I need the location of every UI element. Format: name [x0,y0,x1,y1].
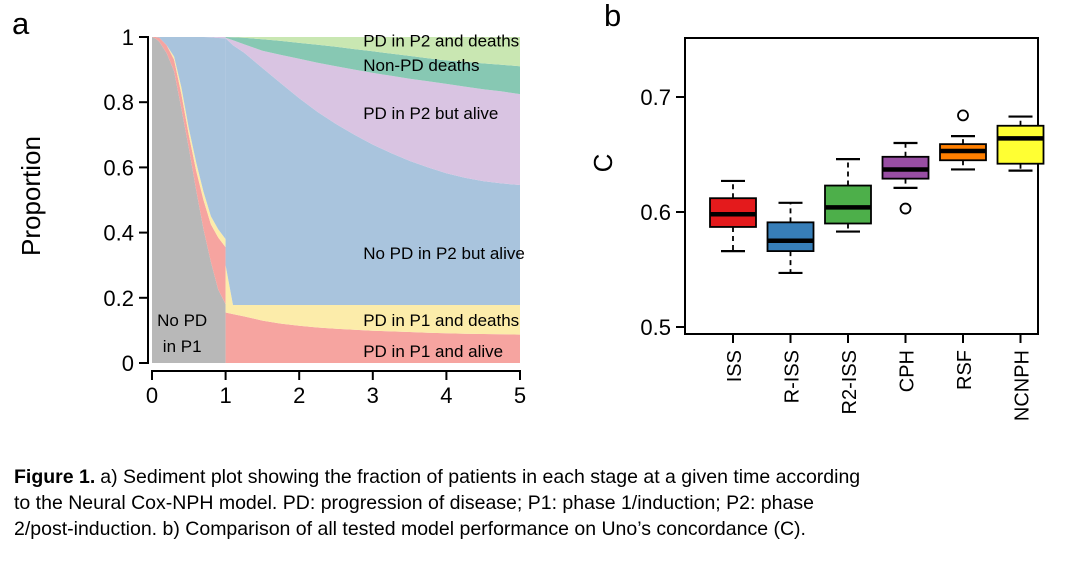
area-no-pd-p1 [152,37,226,363]
stage-label: PD in P1 and deaths [363,311,519,330]
panel-a-y-tick-label: 0.8 [103,90,134,115]
area-pd-p2-alive [225,37,520,186]
panel-b-x-tick-label: CPH [897,350,919,392]
panel-a-label: a [12,6,30,41]
panel-a-x-tick-label: 4 [440,383,452,408]
panel-a-x-tick-label: 2 [293,383,305,408]
box-ncnph [996,124,1045,165]
caption-text-1: a) Sediment plot showing the fraction of… [100,466,861,488]
area-pd-p1-deaths [225,265,520,335]
panel-a-y-tick-label: 0.4 [103,221,134,246]
stage-label: PD in P2 but alive [363,104,498,123]
panel-a-x-tick-label: 5 [514,383,526,408]
area-pd-p1-alive [225,312,520,363]
panel-a-y-tick-label: 1 [122,25,134,50]
panel-a-y-axis-title: Proportion [16,136,46,256]
area-no-pd-p2-alive-phase1 [152,37,226,240]
stage-label: in P1 [163,337,202,356]
panel-a-x-tick-label: 0 [146,383,158,408]
caption-line-3: 2/post-induction. b) Comparison of all t… [14,518,806,540]
panel-b-x-tick-label: ISS [724,350,746,382]
stage-label: Non-PD deaths [363,56,479,75]
panel-b-x-tick-label: RSF [954,350,976,390]
area-non-pd-deaths [225,37,520,95]
area-no-pd-p2-alive [225,38,520,306]
panel-a-y-tick-label: 0 [122,351,134,376]
panel-a-x-tick-label: 3 [367,383,379,408]
caption-line-2: to the Neural Cox-NPH model. PD: progres… [14,492,814,514]
figure-caption: Figure 1. a) Sediment plot showing the fr… [14,464,1070,542]
box-r2-iss [824,184,872,225]
panel-b-label: b [604,0,622,33]
stage-label: No PD [157,311,207,330]
panel-a-x-tick-label: 1 [219,383,231,408]
caption-figure-number: Figure 1. [14,466,96,488]
outlier-point [899,202,912,215]
caption-line-1: Figure 1. a) Sediment plot showing the fr… [14,464,1070,490]
panel-b-x-tick-label: R-ISS [782,350,804,403]
stage-label: PD in P1 and alive [363,342,503,361]
panel-a-y-tick-label: 0.6 [103,155,134,180]
panel-b-x-tick-label: NCNPH [1012,350,1034,421]
area-pd-p2-deaths [225,37,520,67]
stage-label: No PD in P2 but alive [363,244,525,263]
outlier-point [957,109,969,122]
panel-b-x-tick-label: R2-ISS [839,350,861,414]
stage-label: PD in P2 and deaths [363,31,519,50]
panel-a-y-tick-label: 0.2 [103,286,134,311]
panel-b-y-tick-label: 0.6 [640,200,671,225]
panel-b-y-tick-label: 0.5 [640,315,671,340]
box-r-iss [766,221,815,253]
panel-b-y-tick-label: 0.7 [640,85,671,110]
area-pd-p2-alive-phase1 [152,37,226,39]
panel-b-y-axis-title: C [588,154,618,173]
area-pd-p1-alive-phase1 [152,37,226,305]
